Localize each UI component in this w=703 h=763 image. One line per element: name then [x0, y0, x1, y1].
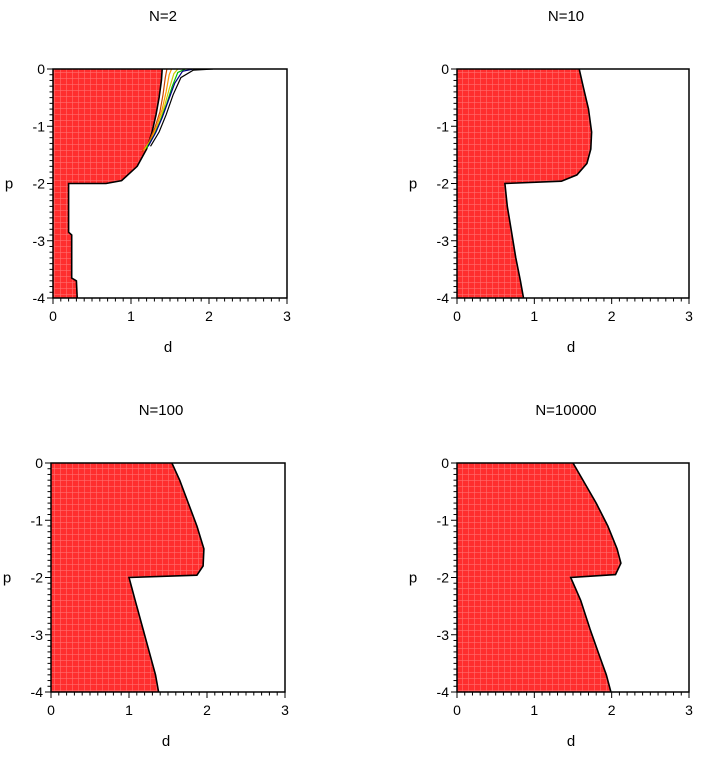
- y-tick-label: -4: [437, 684, 450, 700]
- y-tick-label: 0: [35, 455, 43, 471]
- y-tick-label: -1: [33, 118, 46, 134]
- x-tick-label: 3: [283, 308, 291, 324]
- y-tick-label: 0: [441, 455, 449, 471]
- y-tick-label: -1: [437, 118, 450, 134]
- y-tick-label: -4: [437, 290, 450, 306]
- y-tick-label: -4: [31, 684, 44, 700]
- panel-title: N=10000: [535, 402, 596, 419]
- chart-panel: 0 1 2 3 0 -1 -2 -3 -4 N=10 d p: [409, 8, 693, 356]
- contour-line: [147, 69, 194, 147]
- region-boundary: [569, 463, 622, 692]
- x-tick-label: 3: [685, 308, 693, 324]
- region-boundary: [67, 69, 163, 298]
- y-tick-label: -1: [31, 512, 44, 528]
- y-tick-label: -2: [437, 570, 450, 586]
- x-axis-label: d: [567, 339, 575, 356]
- y-axis-label: p: [409, 570, 417, 587]
- x-tick-label: 0: [47, 702, 55, 718]
- y-tick-label: -2: [437, 176, 450, 192]
- x-axis-label: d: [164, 339, 172, 356]
- y-axis-label: p: [3, 570, 11, 587]
- panel-title: N=100: [139, 402, 184, 419]
- x-tick-label: 0: [49, 308, 57, 324]
- x-tick-label: 0: [453, 308, 461, 324]
- contour-line: [149, 69, 213, 147]
- feasible-region: [53, 69, 163, 298]
- x-tick-label: 1: [125, 702, 133, 718]
- chart-panel: 0 1 2 3 0 -1 -2 -3 -4 N=2 d p: [5, 8, 291, 356]
- x-tick-label: 2: [205, 308, 213, 324]
- feasible-region: [457, 69, 592, 298]
- panel-title: N=10: [548, 8, 584, 25]
- x-tick-label: 3: [281, 702, 289, 718]
- x-tick-label: 1: [127, 308, 135, 324]
- x-axis-label: d: [567, 733, 575, 750]
- chart-panel: 0 1 2 3 0 -1 -2 -3 -4 N=100 d p: [3, 402, 289, 750]
- y-tick-label: -4: [33, 290, 46, 306]
- feasible-region: [457, 463, 621, 692]
- x-tick-label: 0: [453, 702, 461, 718]
- y-axis-label: p: [5, 176, 13, 193]
- x-tick-label: 2: [608, 702, 616, 718]
- x-tick-label: 2: [203, 702, 211, 718]
- y-tick-label: -3: [31, 627, 44, 643]
- y-tick-label: -3: [437, 627, 450, 643]
- y-tick-label: -2: [33, 176, 46, 192]
- chart-panel: 0 1 2 3 0 -1 -2 -3 -4 N=10000 d p: [409, 402, 693, 750]
- y-tick-label: -2: [31, 570, 44, 586]
- x-tick-label: 1: [530, 308, 538, 324]
- region-boundary: [127, 463, 205, 692]
- region-boundary: [504, 69, 593, 298]
- x-tick-label: 1: [530, 702, 538, 718]
- y-tick-label: -1: [437, 512, 450, 528]
- feasible-region: [51, 463, 204, 692]
- y-tick-label: 0: [441, 61, 449, 77]
- x-axis-label: d: [162, 733, 170, 750]
- y-tick-label: -3: [33, 233, 46, 249]
- y-axis-label: p: [409, 176, 417, 193]
- x-tick-label: 2: [608, 308, 616, 324]
- y-tick-label: -3: [437, 233, 450, 249]
- y-tick-label: 0: [37, 61, 45, 77]
- x-tick-label: 3: [685, 702, 693, 718]
- panel-title: N=2: [149, 8, 177, 25]
